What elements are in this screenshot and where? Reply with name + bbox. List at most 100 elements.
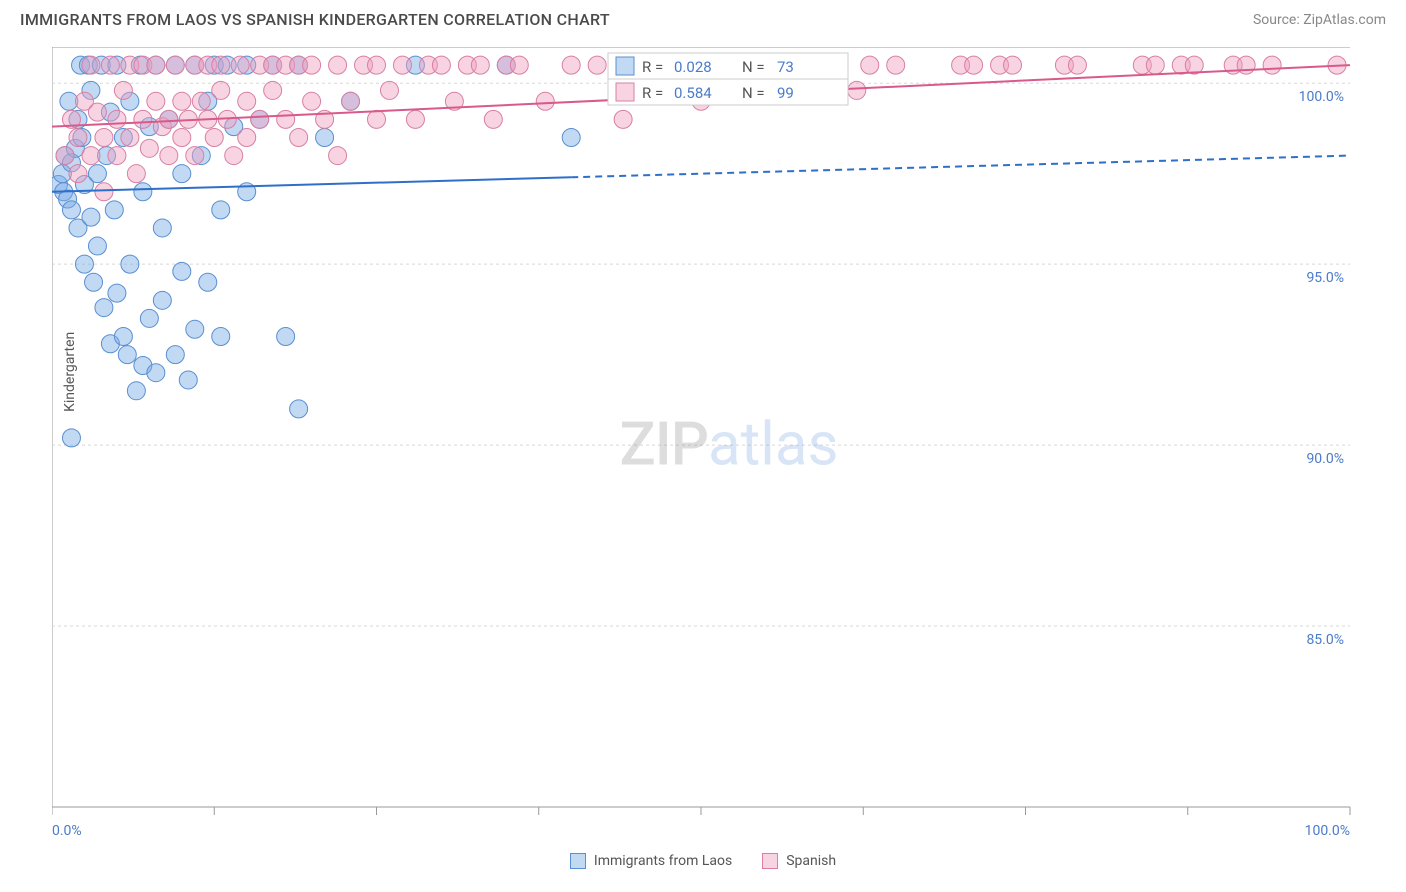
data-point	[471, 56, 489, 74]
chart-title: IMMIGRANTS FROM LAOS VS SPANISH KINDERGA…	[20, 10, 610, 29]
data-point	[238, 92, 256, 110]
legend-item: Spanish	[762, 853, 836, 869]
legend-swatch	[570, 853, 586, 869]
data-point	[108, 284, 126, 302]
data-point	[147, 364, 165, 382]
data-point	[290, 128, 308, 146]
data-point	[173, 262, 191, 280]
data-point	[121, 128, 139, 146]
data-point	[1263, 56, 1281, 74]
data-point	[173, 128, 191, 146]
data-point	[848, 81, 866, 99]
data-point	[1068, 56, 1086, 74]
chart-header: IMMIGRANTS FROM LAOS VS SPANISH KINDERGA…	[0, 0, 1406, 37]
data-point	[69, 165, 87, 183]
data-point	[316, 128, 334, 146]
data-point	[251, 110, 269, 128]
trend-line-dashed	[571, 156, 1350, 178]
data-point	[85, 273, 103, 291]
y-axis-label: Kindergarten	[62, 332, 78, 412]
data-point	[75, 255, 93, 273]
data-point	[56, 147, 74, 165]
stats-swatch	[616, 57, 634, 75]
legend-item: Immigrants from Laos	[570, 853, 732, 869]
data-point	[614, 110, 632, 128]
y-tick-label: 95.0%	[1306, 270, 1344, 286]
data-point	[101, 56, 119, 74]
data-point	[108, 110, 126, 128]
data-point	[212, 56, 230, 74]
y-tick-label: 85.0%	[1306, 632, 1344, 648]
data-point	[212, 81, 230, 99]
data-point	[186, 320, 204, 338]
data-point	[277, 110, 295, 128]
data-point	[114, 81, 132, 99]
data-point	[393, 56, 411, 74]
data-point	[1237, 56, 1255, 74]
data-point	[121, 255, 139, 273]
data-point	[562, 56, 580, 74]
y-tick-label: 90.0%	[1306, 451, 1344, 467]
data-point	[166, 346, 184, 364]
data-point	[562, 128, 580, 146]
data-point	[303, 92, 321, 110]
data-point	[153, 291, 171, 309]
data-point	[588, 56, 606, 74]
data-point	[1004, 56, 1022, 74]
data-point	[134, 183, 152, 201]
data-point	[153, 219, 171, 237]
data-point	[160, 147, 178, 165]
data-point	[329, 56, 347, 74]
data-point	[199, 273, 217, 291]
data-point	[134, 110, 152, 128]
bottom-legend: Immigrants from Laos Spanish	[0, 853, 1406, 869]
data-point	[264, 81, 282, 99]
data-point	[192, 92, 210, 110]
data-point	[160, 110, 178, 128]
data-point	[88, 237, 106, 255]
data-point	[1146, 56, 1164, 74]
data-point	[140, 139, 158, 157]
data-point	[329, 147, 347, 165]
data-point	[186, 147, 204, 165]
data-point	[82, 208, 100, 226]
legend-swatch	[762, 853, 778, 869]
data-point	[887, 56, 905, 74]
data-point	[95, 183, 113, 201]
data-point	[147, 56, 165, 74]
data-point	[290, 400, 308, 418]
data-point	[380, 81, 398, 99]
data-point	[277, 328, 295, 346]
data-point	[342, 92, 360, 110]
stats-n-label: N =	[742, 58, 765, 76]
data-point	[108, 147, 126, 165]
data-point	[127, 382, 145, 400]
data-point	[118, 346, 136, 364]
y-tick-label: 100.0%	[1299, 89, 1344, 105]
data-point	[166, 56, 184, 74]
data-point	[62, 429, 80, 447]
chart-container: Kindergarten 85.0%90.0%95.0%100.0%R =0.0…	[52, 47, 1406, 841]
x-tick-label: 100.0%	[1305, 823, 1350, 839]
scatter-plot: 85.0%90.0%95.0%100.0%R =0.028N =73R =0.5…	[52, 47, 1372, 841]
data-point	[69, 128, 87, 146]
data-point	[965, 56, 983, 74]
data-point	[861, 56, 879, 74]
stats-r-label: R =	[642, 84, 663, 102]
data-point	[88, 165, 106, 183]
stats-r-value: 0.584	[674, 84, 712, 102]
legend-label: Immigrants from Laos	[594, 853, 732, 869]
data-point	[114, 328, 132, 346]
data-point	[536, 92, 554, 110]
data-point	[88, 103, 106, 121]
data-point	[105, 201, 123, 219]
data-point	[368, 110, 386, 128]
data-point	[82, 147, 100, 165]
data-point	[140, 309, 158, 327]
data-point	[205, 128, 223, 146]
data-point	[95, 299, 113, 317]
chart-source: Source: ZipAtlas.com	[1253, 12, 1386, 28]
legend-label: Spanish	[786, 853, 836, 869]
data-point	[127, 165, 145, 183]
data-point	[179, 371, 197, 389]
